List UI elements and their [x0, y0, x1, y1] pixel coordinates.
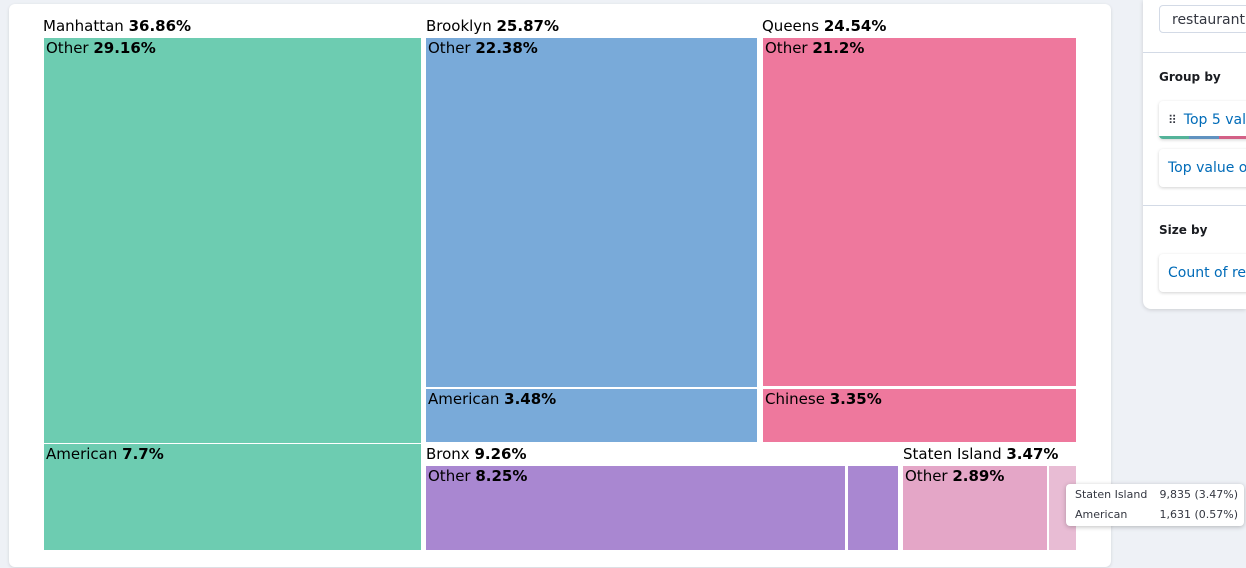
- cell-label: Other 2.89%: [905, 467, 1004, 485]
- cell-label-percent: 8.25%: [475, 467, 527, 485]
- cell-label-name: Chinese: [765, 390, 830, 408]
- treemap-cell[interactable]: [848, 466, 898, 550]
- treemap-group: Bronx 9.26% Other 8.25%: [426, 445, 898, 550]
- group-header-label-name: Bronx: [426, 445, 474, 463]
- group-header-label: Queens 24.54%: [762, 17, 886, 35]
- treemap-group: Manhattan 36.86% Other 29.16% American 7.7…: [43, 17, 421, 550]
- size-by-metric-card[interactable]: Count of rec: [1159, 254, 1246, 292]
- group-header-label-percent: 36.86%: [129, 17, 191, 35]
- group-header-label-percent: 25.87%: [497, 17, 559, 35]
- chart-tooltip: Staten Island 9,835 (3.47%) American 1,6…: [1066, 484, 1244, 526]
- size-by-heading: Size by: [1159, 223, 1208, 237]
- treemap-group: Brooklyn 25.87% Other 22.38% American 3.48…: [426, 17, 757, 442]
- treemap-cell[interactable]: [426, 466, 845, 550]
- group-header-label-name: Manhattan: [43, 17, 129, 35]
- group-by-heading: Group by: [1159, 70, 1221, 84]
- cell-label-name: Other: [765, 39, 812, 57]
- metric-label: Count of rec: [1168, 265, 1246, 281]
- cell-label-percent: 21.2%: [812, 39, 864, 57]
- group-by-dimension-card-1[interactable]: ⠿ Top 5 val: [1159, 101, 1246, 139]
- group-header-label-name: Staten Island: [903, 445, 1006, 463]
- treemap-cell[interactable]: [763, 389, 1076, 442]
- group-by-dimension-card-2[interactable]: Top value of: [1159, 149, 1246, 187]
- group-header-label: Bronx 9.26%: [426, 445, 527, 463]
- group-header-label-percent: 3.47%: [1006, 445, 1058, 463]
- treemap-cell[interactable]: [426, 389, 757, 442]
- index-pattern-field[interactable]: restaurantm: [1159, 5, 1246, 33]
- treemap-group: Staten Island 3.47%Other 2.89%: [903, 445, 1076, 550]
- cell-label-percent: 7.7%: [122, 445, 164, 463]
- group-header-label-name: Brooklyn: [426, 17, 497, 35]
- cell-label-percent: 2.89%: [952, 467, 1004, 485]
- cell-label-name: American: [46, 445, 122, 463]
- dimension-label: Top value of: [1168, 160, 1246, 176]
- sidebar-divider: [1143, 205, 1246, 206]
- tooltip-label: American: [1075, 508, 1128, 521]
- tooltip-row: Staten Island 9,835 (3.47%): [1075, 487, 1238, 503]
- cell-label-name: Other: [428, 39, 475, 57]
- cell-label: Other 8.25%: [428, 467, 527, 485]
- treemap-group: Queens 24.54% Other 21.2% Chinese 3.35%: [762, 17, 1076, 442]
- treemap-cell[interactable]: [903, 466, 1047, 550]
- cell-label: Other 29.16%: [46, 39, 156, 57]
- group-header-label-percent: 24.54%: [824, 17, 886, 35]
- group-header-label-percent: 9.26%: [474, 445, 526, 463]
- cell-label-percent: 3.35%: [830, 390, 882, 408]
- treemap-cell[interactable]: [763, 38, 1076, 386]
- group-header-label-name: Queens: [762, 17, 824, 35]
- cell-label-percent: 3.48%: [504, 390, 556, 408]
- group-header-label: Brooklyn 25.87%: [426, 17, 559, 35]
- cell-label: Other 21.2%: [765, 39, 864, 57]
- dimension-label: Top 5 val: [1183, 112, 1246, 128]
- tooltip-label: Staten Island: [1075, 488, 1148, 501]
- drag-handle-icon[interactable]: ⠿: [1168, 113, 1177, 127]
- tooltip-row: American 1,631 (0.57%): [1075, 507, 1238, 523]
- cell-label: Other 22.38%: [428, 39, 538, 57]
- sidebar-divider: [1143, 52, 1246, 53]
- cell-label-name: Other: [428, 467, 475, 485]
- cell-label-percent: 29.16%: [93, 39, 155, 57]
- group-header-label: Manhattan 36.86%: [43, 17, 191, 35]
- cell-label-name: Other: [46, 39, 93, 57]
- color-palette-strip: [1159, 136, 1246, 139]
- cell-label-name: Other: [905, 467, 952, 485]
- cell-label: American 3.48%: [428, 390, 556, 408]
- cell-label-percent: 22.38%: [475, 39, 537, 57]
- treemap-cell[interactable]: [44, 38, 421, 443]
- treemap-cell[interactable]: [426, 38, 757, 387]
- treemap-cell[interactable]: [44, 444, 421, 550]
- group-header-label: Staten Island 3.47%: [903, 445, 1058, 463]
- cell-label: Chinese 3.35%: [765, 390, 882, 408]
- tooltip-value: 1,631 (0.57%): [1159, 508, 1238, 521]
- config-sidebar: restaurantm Group by ⠿ Top 5 val Top valu…: [1143, 0, 1246, 309]
- cell-label: American 7.7%: [46, 445, 164, 463]
- cell-label-name: American: [428, 390, 504, 408]
- tooltip-value: 9,835 (3.47%): [1159, 488, 1238, 501]
